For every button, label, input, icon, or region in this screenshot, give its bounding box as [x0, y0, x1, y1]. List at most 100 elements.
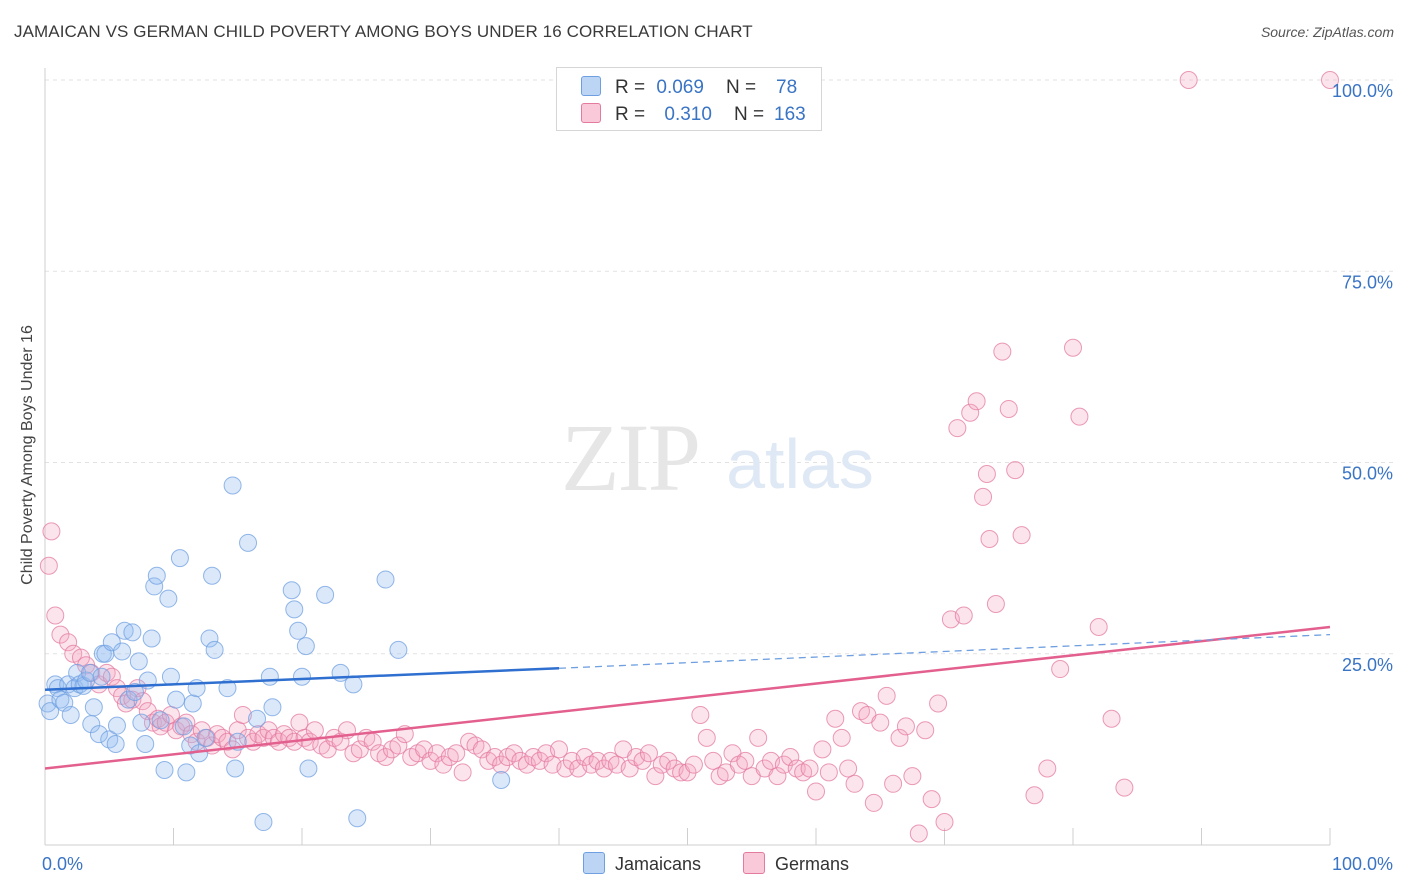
german-point	[1321, 71, 1339, 89]
jamaican-point	[254, 813, 273, 832]
german-point	[1102, 709, 1121, 728]
jamaican-point	[260, 667, 279, 686]
german-point	[974, 487, 993, 506]
jamaican-point	[492, 770, 511, 789]
german-point	[704, 751, 723, 770]
german-point	[1038, 759, 1057, 778]
legend-n-label: N =	[725, 77, 757, 98]
jamaican-point	[226, 759, 245, 778]
jamaican-point	[200, 629, 219, 648]
y-tick-label: 75.0%	[1342, 272, 1393, 292]
jamaican-point	[84, 698, 103, 717]
german-point	[781, 748, 800, 767]
jamaican-point	[177, 763, 196, 782]
german-point	[807, 782, 825, 801]
jamaican-point	[239, 533, 258, 552]
german-point	[639, 744, 658, 763]
x-tick-label: 0.0%	[42, 854, 83, 874]
jamaican-point	[389, 640, 408, 659]
jamaican-point	[123, 623, 142, 642]
jamaican-point	[68, 663, 87, 682]
german-point	[845, 774, 864, 793]
german-point	[922, 790, 941, 809]
jamaican-point	[196, 728, 215, 747]
german-point	[659, 751, 678, 770]
legend-swatch-germans	[743, 852, 765, 874]
jamaican-point	[316, 585, 335, 604]
german-point	[684, 755, 703, 774]
legend-label-jamaicans: Jamaicans	[615, 854, 702, 874]
german-point	[453, 763, 472, 782]
legend-r-value: 0.310	[664, 104, 712, 125]
grid-lines	[45, 79, 1395, 655]
source-label: Source: ZipAtlas.com	[1260, 24, 1394, 40]
legend-row-germans: R = 0.310 N = 163	[581, 103, 806, 126]
german-point	[819, 763, 838, 782]
jamaican-point	[344, 675, 363, 694]
german-point	[39, 556, 58, 575]
chart-title: JAMAICAN VS GERMAN CHILD POVERTY AMONG B…	[14, 22, 753, 41]
german-point	[678, 763, 697, 782]
germans-trend-line	[44, 625, 1331, 770]
jamaican-point	[142, 629, 161, 648]
german-point	[290, 713, 309, 732]
german-point	[1012, 526, 1031, 545]
jamaican-point	[170, 549, 189, 568]
german-point	[1179, 71, 1198, 89]
jamaican-point	[293, 667, 311, 686]
german-point	[1089, 617, 1108, 636]
german-point	[485, 748, 504, 767]
watermark-atlas: atlas	[726, 425, 874, 503]
german-point	[389, 736, 408, 755]
german-point	[967, 392, 986, 411]
legend-swatch-jamaicans	[583, 852, 605, 874]
y-tick-label: 25.0%	[1342, 655, 1393, 675]
jamaicans-trend-extension	[558, 633, 1331, 669]
legend-swatch-germans	[581, 103, 601, 123]
jamaican-point	[147, 566, 166, 585]
german-point	[434, 755, 453, 774]
german-point	[133, 692, 152, 711]
german-point	[839, 759, 858, 778]
trend-lines	[44, 625, 1331, 770]
german-point	[961, 403, 980, 422]
jamaican-point	[100, 730, 119, 749]
german-point	[909, 824, 928, 843]
german-point	[691, 705, 710, 724]
jamaican-point	[348, 809, 367, 828]
jamaican-point	[119, 690, 138, 709]
german-point	[51, 625, 70, 644]
jamaican-point	[41, 702, 60, 721]
jamaican-point	[92, 667, 111, 686]
jamaican-point	[289, 621, 308, 640]
german-point	[588, 751, 607, 770]
jamaican-point	[136, 735, 155, 754]
german-point	[550, 740, 568, 759]
jamaican-point	[151, 711, 170, 730]
jamaican-point	[248, 709, 267, 728]
german-point	[492, 755, 511, 774]
jamaican-point	[61, 705, 80, 724]
german-point	[46, 606, 65, 625]
jamaican-point	[181, 736, 200, 755]
jamaican-point	[263, 698, 282, 717]
german-point	[999, 399, 1018, 418]
legend-swatch-jamaicans	[581, 76, 601, 96]
jamaican-point	[299, 759, 318, 778]
data-points	[38, 71, 1339, 843]
jamaican-point	[125, 683, 144, 701]
jamaican-point	[155, 761, 174, 780]
jamaican-point	[174, 717, 193, 736]
german-point	[884, 774, 903, 793]
german-point	[556, 759, 575, 778]
jamaican-point	[113, 642, 132, 661]
jamaican-point	[223, 476, 242, 495]
german-point	[749, 728, 768, 747]
german-point	[1115, 778, 1134, 797]
jamaican-point	[218, 679, 237, 698]
jamaican-point	[161, 667, 180, 686]
german-point	[233, 705, 252, 724]
german-point	[646, 767, 665, 786]
german-point	[305, 721, 324, 740]
